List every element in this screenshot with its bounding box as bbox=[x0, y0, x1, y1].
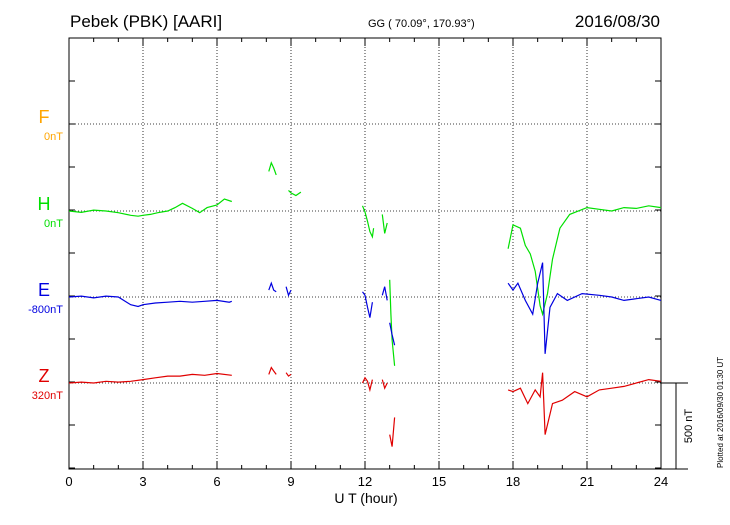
series-baseline-e: -800nT bbox=[28, 304, 63, 316]
grid bbox=[69, 38, 661, 469]
x-tick-label: 0 bbox=[65, 474, 72, 489]
series-line-e-segment-6 bbox=[507, 262, 662, 354]
series-line-h-segment-5 bbox=[389, 279, 396, 366]
series-lines bbox=[68, 161, 662, 447]
series-line-z-segment-0 bbox=[68, 372, 232, 384]
series-line-e-segment-1 bbox=[268, 281, 277, 293]
plotted-timestamp: Plotted at 2016/09/30 01:30 UT bbox=[716, 357, 725, 468]
series-line-e-segment-0 bbox=[68, 295, 233, 308]
x-tick-label: 12 bbox=[358, 474, 372, 489]
series-line-z-segment-2 bbox=[285, 372, 292, 377]
scale-bar-label: 500 nT bbox=[683, 409, 695, 444]
x-tick-label: 6 bbox=[213, 474, 220, 489]
series-line-e-segment-2 bbox=[285, 286, 292, 297]
series-labels: F 0nT H 0nT E -800nT Z 320nT bbox=[28, 107, 63, 402]
x-tick-label: 3 bbox=[139, 474, 146, 489]
series-line-h-segment-3 bbox=[361, 205, 375, 239]
series-baseline-h: 0nT bbox=[44, 218, 63, 230]
series-name-f: F bbox=[39, 107, 50, 127]
series-name-e: E bbox=[38, 280, 50, 300]
x-tick-label: 9 bbox=[287, 474, 294, 489]
series-line-z-segment-6 bbox=[507, 372, 662, 435]
scale-bar: 500 nT bbox=[661, 382, 695, 470]
station-coordinates: GG ( 70.09°, 170.93°) bbox=[368, 18, 475, 30]
series-line-h-segment-4 bbox=[381, 214, 388, 234]
series-line-e-segment-3 bbox=[362, 291, 373, 318]
series-line-e-segment-4 bbox=[381, 286, 388, 301]
x-tick-label: 18 bbox=[506, 474, 520, 489]
series-name-z: Z bbox=[39, 366, 50, 386]
series-line-z-segment-5 bbox=[389, 417, 396, 447]
series-line-h-segment-1 bbox=[268, 161, 277, 176]
x-ticks: 0 3 6 9 12 15 18 21 24 bbox=[65, 38, 668, 489]
series-name-h: H bbox=[38, 194, 51, 214]
x-tick-label: 24 bbox=[654, 474, 668, 489]
plot-date: 2016/08/30 bbox=[575, 12, 660, 31]
series-baseline-z: 320nT bbox=[32, 390, 63, 402]
series-line-h-segment-0 bbox=[68, 198, 232, 217]
x-axis-label: U T (hour) bbox=[334, 490, 397, 506]
series-line-e-segment-5 bbox=[389, 322, 396, 346]
x-tick-label: 15 bbox=[432, 474, 446, 489]
series-line-h-segment-6 bbox=[507, 205, 662, 317]
station-title: Pebek (PBK) [AARI] bbox=[70, 12, 222, 31]
series-line-z-segment-3 bbox=[361, 376, 373, 393]
series-baseline-f: 0nT bbox=[44, 131, 63, 143]
series-line-z-segment-1 bbox=[268, 366, 277, 375]
x-tick-label: 21 bbox=[580, 474, 594, 489]
series-line-z-segment-4 bbox=[381, 379, 388, 390]
series-line-h-segment-2 bbox=[288, 189, 302, 197]
